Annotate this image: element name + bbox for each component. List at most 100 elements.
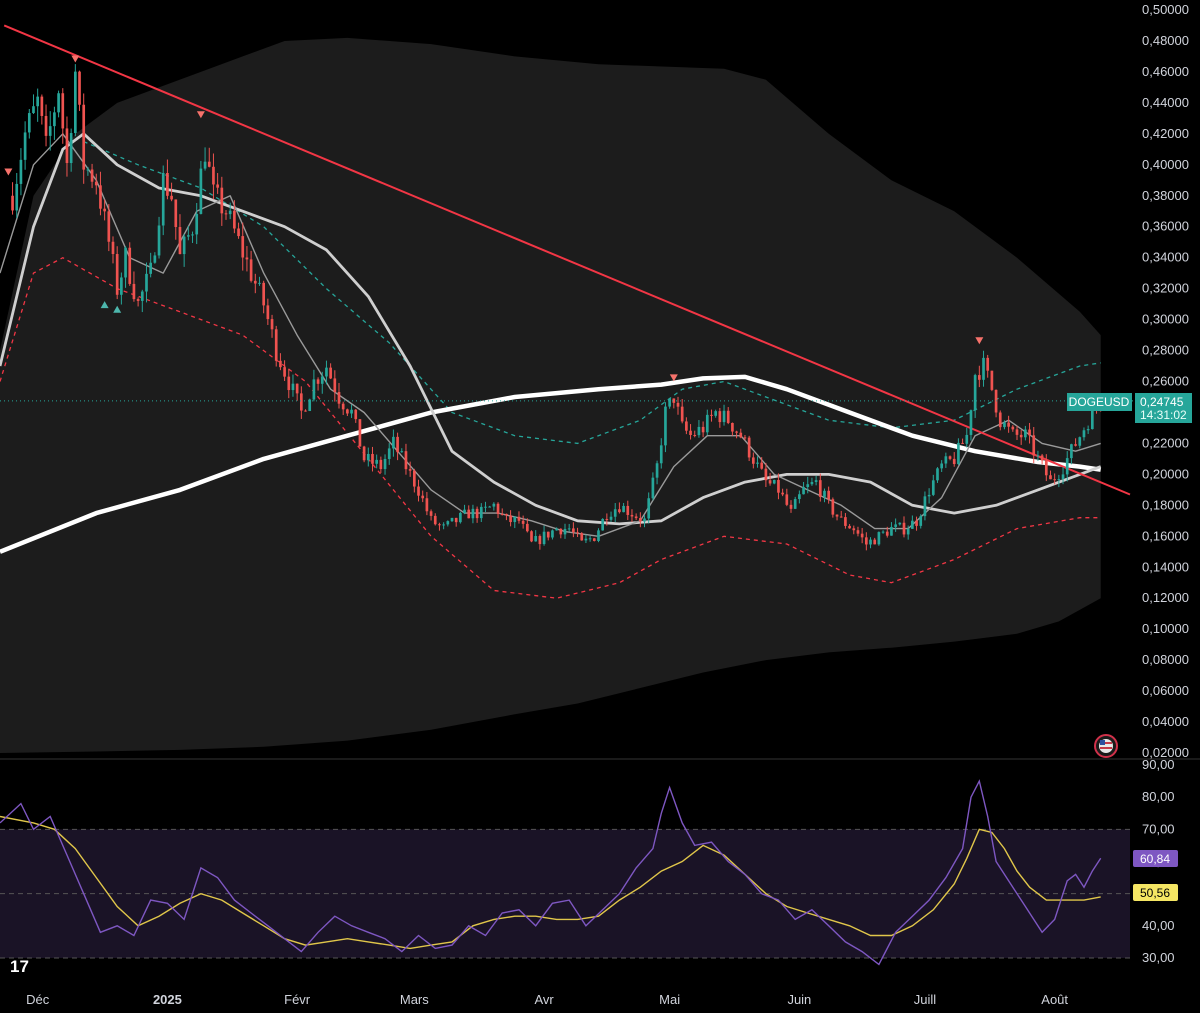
candle-body: [124, 247, 127, 278]
candle-body: [500, 513, 504, 515]
date-label: Juin: [787, 992, 811, 1007]
date-label: Juill: [914, 992, 937, 1007]
candle-body: [902, 522, 906, 535]
candle-body: [1090, 406, 1094, 430]
candle-body: [613, 509, 617, 517]
candle-body: [446, 521, 450, 525]
candle-body: [479, 506, 483, 519]
candle-body: [492, 503, 496, 507]
candle-body: [869, 539, 872, 545]
candle-body: [262, 282, 266, 306]
sell-arrow-icon: [196, 111, 205, 119]
candle-body: [438, 524, 441, 526]
candle-body: [798, 494, 801, 500]
tradingview-logo[interactable]: 17: [10, 957, 29, 976]
date-label: Mai: [659, 992, 680, 1007]
candle-body: [856, 530, 860, 534]
candle-body: [291, 383, 295, 391]
candle-body: [325, 367, 328, 377]
candle-body: [375, 459, 379, 464]
candle-body: [689, 430, 692, 436]
candle-body: [1086, 429, 1090, 431]
candle-body: [664, 406, 667, 446]
candle-body: [11, 195, 14, 211]
countdown-label: 14:31:02: [1140, 408, 1187, 422]
candle-body: [233, 210, 236, 229]
candle-body: [572, 528, 575, 533]
price-tag: DOGEUSD 0,24745 14:31:02: [1067, 393, 1192, 423]
candle-body: [484, 506, 487, 508]
candle-body: [354, 409, 358, 420]
candle-body: [1007, 422, 1010, 427]
price-tick-label: 0,32000: [1142, 281, 1189, 296]
us-flag-icon[interactable]: [1094, 734, 1118, 758]
candle-body: [387, 448, 391, 459]
candle-body: [107, 211, 111, 242]
candle-body: [404, 451, 408, 470]
price-tick-label: 0,16000: [1142, 528, 1189, 543]
candle-body: [546, 531, 550, 538]
price-tick-label: 0,18000: [1142, 497, 1189, 512]
candle-body: [1011, 426, 1015, 430]
candle-body: [538, 536, 542, 545]
rsi-tick-label: 40,00: [1142, 918, 1175, 933]
candle-body: [1082, 430, 1086, 438]
candle-body: [103, 208, 106, 212]
candle-body: [182, 236, 186, 255]
price-tick-label: 0,44000: [1142, 95, 1189, 110]
candle-body: [115, 254, 119, 295]
price-tick-label: 0,28000: [1142, 343, 1189, 358]
trendline: [3, 24, 1131, 496]
candle-body: [793, 499, 797, 509]
candle-body: [454, 517, 458, 523]
candle-body: [362, 446, 366, 461]
candle-body: [919, 516, 923, 526]
candle-body: [299, 393, 303, 411]
candle-body: [839, 516, 843, 518]
candle-body: [128, 247, 132, 284]
candle-body: [366, 453, 370, 461]
candle-body: [680, 406, 684, 422]
candle-body: [806, 484, 810, 488]
candle-body: [140, 291, 144, 301]
candle-body: [249, 259, 253, 281]
candle-body: [195, 213, 199, 235]
candle-body: [153, 255, 157, 263]
candle-body: [911, 520, 914, 529]
time-axis[interactable]: Déc 2025 Févr Mars Avr Mai Juin Juill Août: [26, 992, 1068, 1007]
price-tick-label: 0,22000: [1142, 435, 1189, 450]
candle-body: [1003, 422, 1006, 428]
price-tick-label: 0,36000: [1142, 219, 1189, 234]
candle-body: [78, 71, 81, 105]
candle-body: [73, 71, 77, 134]
buy-arrow-icon: [113, 305, 122, 313]
candle-body: [283, 367, 286, 377]
candle-body: [1057, 479, 1061, 481]
candle-body: [710, 414, 713, 416]
candle-body: [1078, 437, 1082, 446]
candle-body: [697, 426, 701, 436]
rsi-ma-line: [0, 815, 1101, 950]
candle-body: [186, 235, 190, 237]
candle-body: [940, 463, 944, 469]
candle-body: [852, 528, 856, 531]
candle-body: [266, 305, 270, 320]
candle-body: [19, 159, 23, 184]
sell-arrow-icon: [669, 374, 678, 382]
candle-body: [810, 482, 814, 485]
candle-body: [241, 236, 245, 258]
candle-body: [1028, 429, 1031, 436]
candle-body: [764, 468, 768, 481]
price-tick-label: 0,46000: [1142, 64, 1189, 79]
candlesticks[interactable]: [11, 64, 1103, 551]
candle-body: [1019, 434, 1023, 438]
candle-body: [668, 398, 671, 407]
candle-body: [630, 514, 634, 517]
candle-body: [245, 257, 249, 260]
candle-body: [735, 431, 738, 433]
candle-body: [408, 469, 412, 471]
candle-body: [567, 528, 571, 530]
candle-body: [731, 422, 734, 432]
